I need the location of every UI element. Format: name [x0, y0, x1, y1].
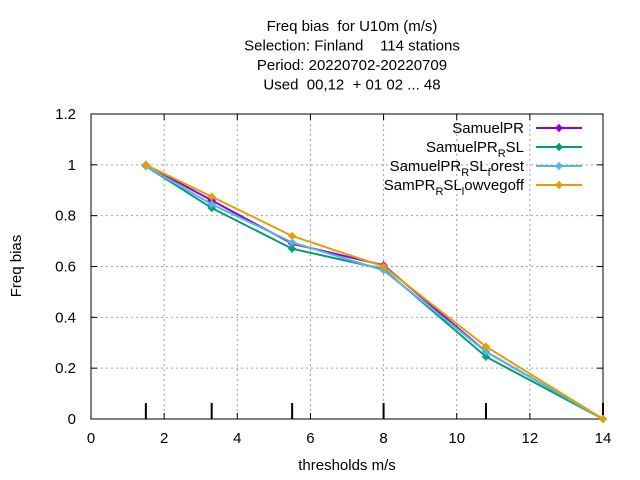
series-lines	[141, 160, 607, 423]
chart-title-line: Used 00,12 + 01 02 ... 48	[263, 77, 440, 94]
legend-label-part: f	[488, 167, 492, 179]
series-line	[145, 163, 604, 420]
x-tick-label: 8	[379, 430, 387, 447]
series-line	[145, 165, 604, 420]
y-tick-label: 0	[68, 411, 76, 428]
grid-lines	[91, 114, 603, 419]
y-tick-label: 0.8	[55, 208, 76, 225]
legend-label-part: SL	[443, 177, 461, 194]
series-line	[145, 165, 604, 420]
y-axis-label: Freq bias	[8, 235, 25, 298]
legend-label-part: R	[461, 167, 469, 179]
legend-label-part: R	[498, 148, 506, 160]
chart-title-line: Period: 20220702-20220709	[257, 57, 447, 74]
data-point	[288, 232, 297, 240]
x-axis-label: thresholds m/s	[298, 457, 396, 474]
data-point	[207, 192, 216, 201]
x-tick-label: 2	[160, 430, 168, 447]
chart-title: Freq bias for U10m (m/s) Selection: Finla…	[244, 18, 460, 94]
x-tick-label: 4	[233, 430, 241, 447]
legend-label: SamuelPRRSLforest	[390, 158, 525, 179]
legend-label: SamuelPR	[452, 120, 524, 137]
legend-label-part: l	[462, 186, 464, 198]
y-tick-label: 1.2	[55, 106, 76, 123]
legend-label: SamPRRSLlowvegoff	[384, 177, 525, 198]
x-tick-label: 10	[448, 430, 465, 447]
x-tick-label: 6	[306, 430, 314, 447]
legend-label-part: SamuelPR	[390, 158, 462, 175]
legend-label-part: owvegoff	[464, 177, 525, 194]
axis-ticks: 0 2 4 6 8 10 12 14 0 0.2 0.4 0.6 0.8 1 1.2	[55, 106, 611, 447]
legend-label: SamuelPRRSL	[426, 139, 524, 160]
y-tick-label: 0.2	[55, 360, 76, 377]
x-tick-label: 0	[87, 430, 95, 447]
threshold-markers	[144, 403, 604, 419]
y-tick-label: 1	[68, 157, 76, 174]
legend-swatch-marker	[555, 181, 563, 189]
legend-label-part: SamuelPR	[452, 120, 524, 137]
y-tick-label: 0.4	[55, 309, 76, 326]
legend-swatch-marker	[555, 162, 563, 170]
legend-swatch-marker	[555, 124, 563, 132]
chart-title-line: Freq bias for U10m (m/s)	[267, 18, 438, 35]
x-tick-label: 14	[595, 430, 612, 447]
legend-swatch-marker	[555, 143, 563, 151]
legend: SamuelPRSamuelPRRSLSamuelPRRSLforestSamP…	[384, 120, 582, 198]
series-line	[145, 163, 604, 420]
x-tick-label: 12	[522, 430, 539, 447]
data-point	[599, 415, 607, 423]
chart-title-line: Selection: Finland 114 stations	[244, 38, 460, 55]
legend-label-part: SamPR	[384, 177, 436, 194]
data-point	[379, 262, 388, 271]
legend-label-part: SL	[469, 158, 487, 175]
data-point	[207, 200, 216, 209]
legend-label-part: R	[435, 186, 443, 198]
data-point	[141, 160, 150, 169]
y-tick-label: 0.6	[55, 259, 76, 276]
series-4	[141, 160, 607, 423]
legend-label-part: orest	[491, 158, 525, 175]
legend-label-part: SL	[506, 139, 524, 156]
legend-label-part: SamuelPR	[426, 139, 498, 156]
data-point	[481, 342, 490, 351]
